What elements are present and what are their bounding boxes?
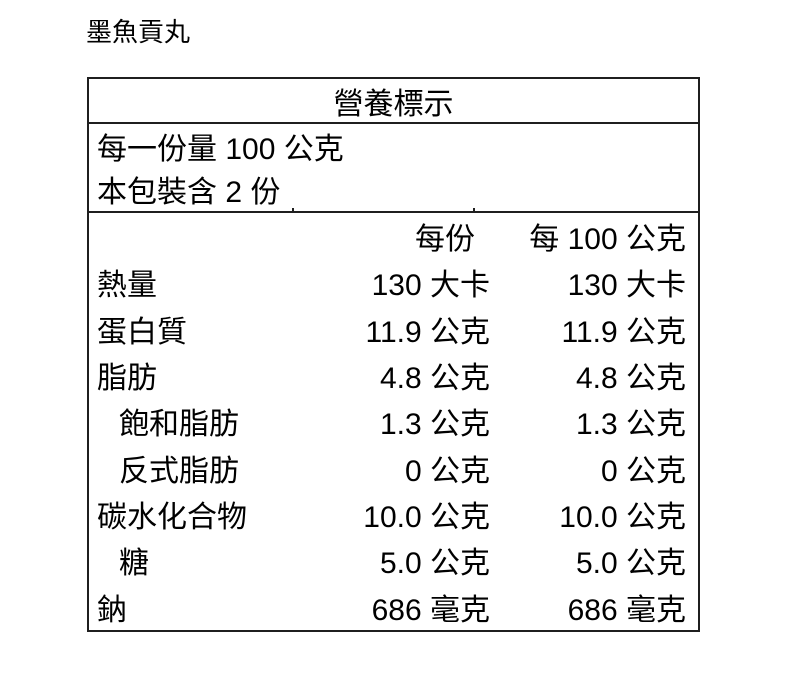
- per-100g-value: 5.0 公克: [575, 547, 686, 581]
- column-boundary-tick: [292, 208, 294, 213]
- nutrient-row-sugar: 糖 5.0 公克 5.0 公克: [89, 537, 698, 583]
- per-serving-value: 10.0 公克: [363, 501, 490, 535]
- servings-per-package-line: 本包裝含 2 份: [97, 175, 281, 209]
- table-title: 營養標示: [89, 79, 698, 124]
- column-header-per-100g: 每 100 公克: [529, 223, 686, 257]
- per-serving-value: 686 毫克: [371, 593, 490, 627]
- nutrient-label: 飽和脂肪: [119, 408, 239, 442]
- per-100g-value: 130 大卡: [567, 269, 686, 303]
- per-100g-value: 0 公克: [600, 454, 686, 488]
- nutrient-data-section: 每份 每 100 公克 熱量 130 大卡 130 大卡 蛋白質 11.9 公克…: [89, 213, 698, 630]
- column-boundary-tick: [473, 208, 475, 213]
- per-serving-value: 130 大卡: [371, 269, 490, 303]
- nutrient-label: 反式脂肪: [119, 454, 239, 488]
- nutrient-label: 糖: [119, 547, 149, 581]
- per-serving-value: 11.9 公克: [365, 315, 491, 349]
- serving-size-line: 每一份量 100 公克: [97, 132, 344, 166]
- per-100g-value: 11.9 公克: [561, 315, 687, 349]
- per-serving-value: 5.0 公克: [379, 547, 490, 581]
- nutrient-label: 脂肪: [97, 362, 157, 396]
- per-100g-value: 4.8 公克: [575, 362, 686, 396]
- nutrient-row-calories: 熱量 130 大卡 130 大卡: [89, 259, 698, 305]
- nutrient-label: 蛋白質: [97, 315, 187, 349]
- nutrition-table: 營養標示 每一份量 100 公克 本包裝含 2 份 每份 每 100 公克 熱量…: [87, 77, 700, 632]
- nutrient-row-trans-fat: 反式脂肪 0 公克 0 公克: [89, 445, 698, 491]
- nutrient-row-sodium: 鈉 686 毫克 686 毫克: [89, 584, 698, 630]
- nutrient-row-saturated-fat: 飽和脂肪 1.3 公克 1.3 公克: [89, 398, 698, 444]
- per-100g-value: 10.0 公克: [559, 501, 686, 535]
- nutrient-label: 鈉: [97, 593, 127, 627]
- page-title: 墨魚貢丸: [86, 17, 191, 47]
- per-serving-value: 1.3 公克: [379, 408, 490, 442]
- nutrient-row-protein: 蛋白質 11.9 公克 11.9 公克: [89, 306, 698, 352]
- per-serving-value: 0 公克: [404, 454, 490, 488]
- per-100g-value: 686 毫克: [567, 593, 686, 627]
- per-100g-value: 1.3 公克: [575, 408, 686, 442]
- serving-info-section: 每一份量 100 公克 本包裝含 2 份: [89, 124, 698, 213]
- column-header-row: 每份 每 100 公克: [89, 213, 698, 259]
- column-header-per-serving: 每份: [415, 223, 475, 257]
- nutrient-row-fat: 脂肪 4.8 公克 4.8 公克: [89, 352, 698, 398]
- nutrient-label: 熱量: [97, 269, 157, 303]
- nutrient-row-carbohydrate: 碳水化合物 10.0 公克 10.0 公克: [89, 491, 698, 537]
- nutrient-label: 碳水化合物: [97, 501, 247, 535]
- per-serving-value: 4.8 公克: [379, 362, 490, 396]
